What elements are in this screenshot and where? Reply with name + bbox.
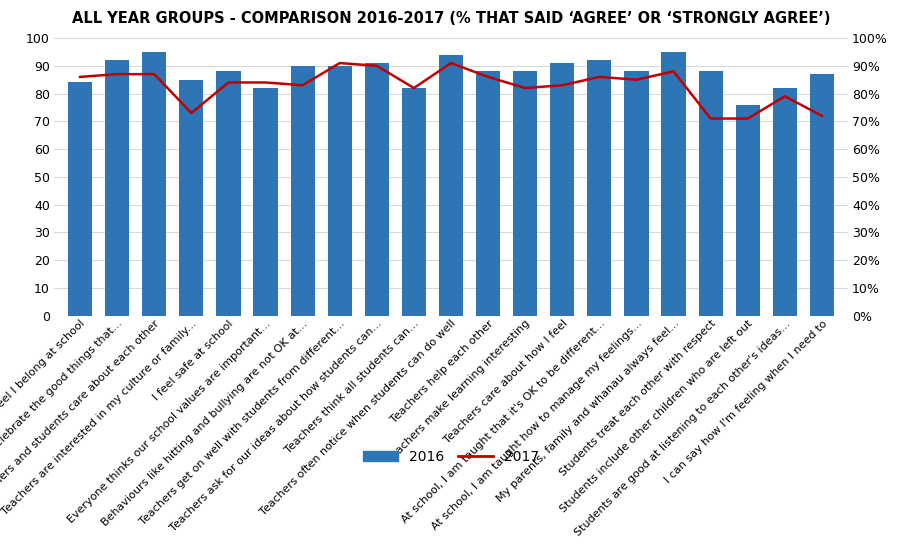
Bar [253, 88, 278, 316]
Bar [661, 52, 686, 316]
Bar [773, 88, 796, 316]
Bar [476, 71, 500, 316]
Bar [216, 71, 241, 316]
Bar [290, 66, 315, 316]
Bar [624, 71, 649, 316]
Bar [327, 66, 352, 316]
Bar [736, 104, 759, 316]
Legend: 2016, 2017: 2016, 2017 [357, 444, 545, 469]
Bar [68, 83, 92, 316]
Bar [402, 88, 426, 316]
Bar [364, 63, 389, 316]
Bar [698, 71, 723, 316]
Bar [513, 71, 538, 316]
Bar [106, 60, 129, 316]
Text: ALL YEAR GROUPS - COMPARISON 2016-2017 (% THAT SAID ‘AGREE’ OR ‘STRONGLY AGREE’): ALL YEAR GROUPS - COMPARISON 2016-2017 (… [72, 11, 830, 26]
Bar [179, 79, 204, 316]
Bar [550, 63, 575, 316]
Bar [587, 60, 612, 316]
Bar [439, 55, 463, 316]
Bar [143, 52, 166, 316]
Bar [810, 74, 834, 316]
